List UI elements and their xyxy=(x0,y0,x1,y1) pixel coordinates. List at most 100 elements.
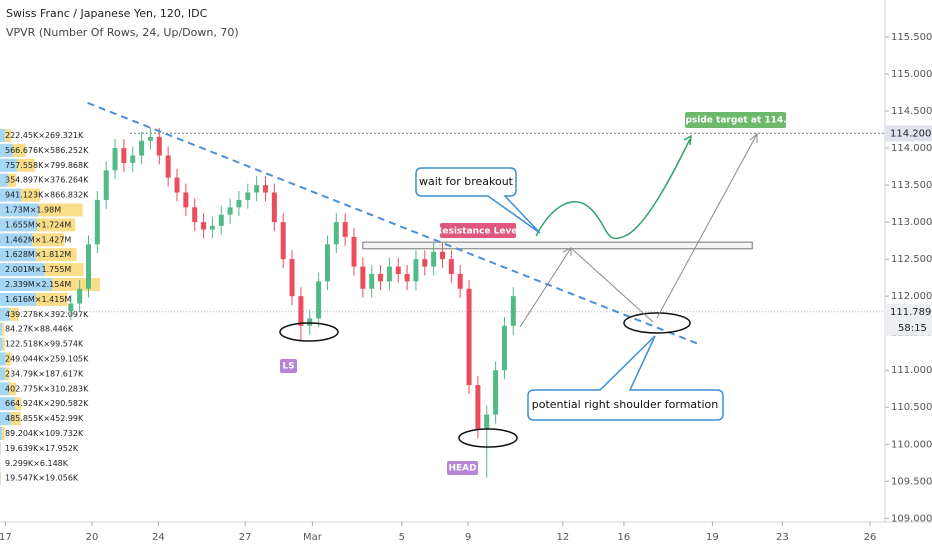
candle-body xyxy=(431,251,437,267)
candle-body xyxy=(201,222,207,230)
current-price-label: 111.789 xyxy=(890,307,931,318)
vp-down-bar xyxy=(10,412,21,426)
vp-down-bar xyxy=(7,173,17,187)
y-tick-label: 112.500 xyxy=(891,254,932,265)
y-tick-label: 110.000 xyxy=(891,439,932,450)
countdown: 58:15 xyxy=(898,323,927,334)
candle-body xyxy=(192,207,198,223)
vp-label: 354.897K×376.264K xyxy=(5,176,89,185)
candle-body xyxy=(298,296,304,326)
candle-body xyxy=(493,370,499,415)
vp-up-bar xyxy=(0,158,17,172)
candle-body xyxy=(386,266,392,282)
candle-body xyxy=(475,385,481,430)
candle-body xyxy=(112,148,118,171)
vp-label: 234.79K×187.617K xyxy=(5,369,84,378)
y-tick-label: 113.500 xyxy=(891,180,932,191)
vp-down-bar xyxy=(1,322,4,336)
vp-up-bar xyxy=(0,367,6,381)
candle-body xyxy=(457,273,463,289)
tag xyxy=(440,223,516,238)
vp-up-bar xyxy=(0,173,8,187)
candle-body xyxy=(271,192,277,223)
vp-up-bar xyxy=(0,307,10,321)
candle-body xyxy=(316,281,322,319)
callout xyxy=(527,335,724,421)
vp-down-bar xyxy=(36,248,77,262)
callout-text: potential right shoulder formation xyxy=(532,398,718,411)
chart-title: Swiss Franc / Japanese Yen, 120, IDC xyxy=(6,7,208,20)
projection-curve xyxy=(535,138,691,240)
candle-body xyxy=(280,222,286,260)
candle-body xyxy=(263,185,268,193)
vp-label: 84.27K×88.446K xyxy=(5,325,74,334)
vp-up-bar xyxy=(0,292,36,306)
arrow-head xyxy=(562,247,572,256)
vp-label: 222.45K×269.321K xyxy=(5,131,84,140)
candle-body xyxy=(209,225,215,230)
y-tick-label: 114.500 xyxy=(891,106,932,117)
vp-label: 1.628M×1.812M xyxy=(5,250,71,259)
x-tick-label: 16 xyxy=(618,532,631,543)
head-ellipse xyxy=(458,428,518,448)
candle-body xyxy=(484,414,490,430)
candle-body xyxy=(342,222,348,237)
target-price-box xyxy=(885,125,932,142)
candle-body xyxy=(440,251,445,260)
vp-label: 89.204K×109.732K xyxy=(5,429,84,438)
tag xyxy=(685,112,786,128)
vp-down-bar xyxy=(12,143,26,157)
candle-body xyxy=(378,273,384,282)
y-tick-label: 113.000 xyxy=(891,217,932,228)
vp-label: 2.339M×2.154M xyxy=(5,280,71,289)
vp-down-bar xyxy=(8,382,16,396)
vp-label: 2.001M×1.755M xyxy=(5,265,71,274)
vp-label: 19.639K×17.952K xyxy=(5,444,79,453)
tag-text: LS xyxy=(282,362,294,372)
drawings xyxy=(279,112,786,475)
candle-body xyxy=(156,136,162,156)
x-tick-label: 23 xyxy=(776,532,789,543)
vp-label: 1.462M×1.427M xyxy=(5,235,71,244)
candle-body xyxy=(121,148,127,163)
vp-down-bar xyxy=(5,367,10,381)
vp-up-bar xyxy=(0,129,5,142)
candle-body xyxy=(510,296,516,326)
candle-body xyxy=(351,236,357,267)
candle-body xyxy=(165,155,171,178)
candle-body xyxy=(448,259,454,274)
vp-up-bar xyxy=(0,427,2,440)
vp-label: 439.278K×392.097K xyxy=(5,310,89,319)
vp-up-bar xyxy=(0,397,15,411)
candle-body xyxy=(77,288,83,304)
candle-body xyxy=(236,199,242,208)
tag-text: HEAD xyxy=(448,464,476,474)
tag-text: Upside target at 114.2 xyxy=(678,116,793,126)
candle-body xyxy=(404,273,410,282)
vp-down-bar xyxy=(44,263,84,277)
candle-body xyxy=(254,185,260,193)
vp-down-bar xyxy=(20,188,41,202)
trendline xyxy=(87,101,698,345)
vp-down-bar xyxy=(5,352,12,366)
projection-line xyxy=(656,133,758,319)
arrow-head xyxy=(749,132,758,143)
vp-down-bar xyxy=(2,337,5,351)
candle-body xyxy=(360,266,366,289)
vp-label: 757.558K×799.868K xyxy=(5,161,89,170)
vp-up-bar xyxy=(0,203,39,217)
candle-body xyxy=(86,244,91,289)
x-tick-label: 19 xyxy=(706,532,719,543)
candle-body xyxy=(183,192,189,208)
vp-up-bar xyxy=(0,143,13,157)
y-tick-label: 115.500 xyxy=(891,32,932,43)
candle-body xyxy=(395,266,401,274)
vp-label: 19.547K×19.056K xyxy=(5,474,79,483)
x-tick-label: 26 xyxy=(864,532,877,543)
candle-body xyxy=(174,177,180,193)
vp-up-bar xyxy=(0,278,53,291)
shoulder-ellipse xyxy=(623,312,691,334)
